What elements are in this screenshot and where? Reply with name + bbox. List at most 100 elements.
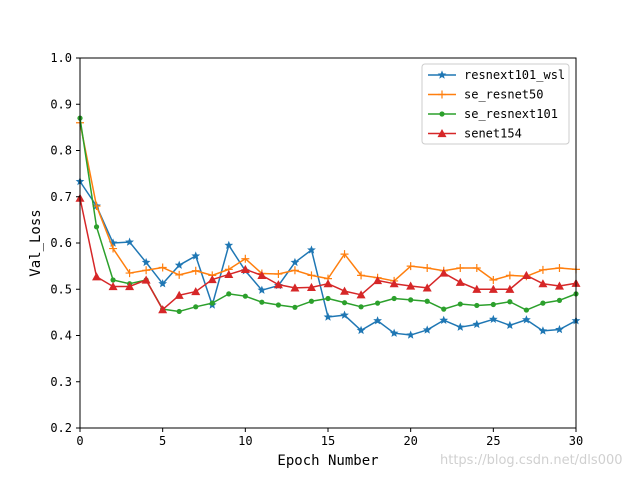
data-point-resnext101_wsl bbox=[488, 314, 498, 324]
legend-box bbox=[421, 63, 570, 145]
x-tick-label: 25 bbox=[486, 434, 500, 448]
data-point-resnext101_wsl bbox=[455, 322, 465, 331]
data-point-senet154 bbox=[191, 287, 201, 296]
data-point-senet154 bbox=[224, 269, 234, 279]
data-point-se_resnet50 bbox=[505, 271, 514, 280]
data-point-senet154 bbox=[257, 270, 267, 279]
data-point-se_resnext101 bbox=[325, 295, 331, 302]
data-point-resnext101_wsl bbox=[323, 312, 333, 321]
data-point-senet154 bbox=[422, 283, 432, 292]
data-point-resnext101_wsl bbox=[538, 326, 548, 335]
data-point-se_resnext101 bbox=[391, 295, 397, 302]
y-tick-label: 0.9 bbox=[50, 97, 72, 111]
data-point-resnext101_wsl bbox=[472, 319, 482, 329]
data-point-resnext101_wsl bbox=[340, 310, 349, 319]
data-point-senet154 bbox=[389, 279, 399, 288]
data-point-senet154 bbox=[340, 286, 350, 295]
x-tick-label: 5 bbox=[159, 434, 166, 448]
data-point-resnext101_wsl bbox=[505, 320, 515, 330]
data-point-se_resnet50 bbox=[538, 265, 547, 274]
data-point-se_resnext101 bbox=[193, 304, 199, 310]
y-axis: 0.2 0.3 0.4 0.5 0.6 0.7 0.8 0.9 1.0 bbox=[50, 51, 80, 435]
data-point-se_resnet50 bbox=[555, 263, 564, 272]
y-tick-label: 0.3 bbox=[50, 375, 72, 389]
data-point-se_resnext101 bbox=[292, 304, 298, 310]
data-point-resnext101_wsl bbox=[522, 315, 531, 324]
y-tick-label: 0.2 bbox=[50, 421, 72, 435]
data-point-senet154 bbox=[439, 268, 449, 277]
legend: resnext101_wsl se_resnet50 se_resnext101se… bbox=[421, 63, 570, 145]
legend-marker-resnext101_wsl bbox=[437, 70, 447, 79]
data-point-senet154 bbox=[108, 281, 118, 291]
data-point-se_resnext101 bbox=[226, 291, 232, 297]
data-point-resnext101_wsl bbox=[125, 237, 134, 246]
x-tick-label: 30 bbox=[569, 434, 583, 448]
data-point-se_resnet50 bbox=[142, 266, 151, 275]
data-point-se_resnext101 bbox=[408, 297, 414, 303]
legend-label-senet154: senet154 bbox=[464, 127, 522, 141]
series-senet154 bbox=[75, 193, 581, 314]
legend-label-se_resnext101: se_resnext101 bbox=[464, 107, 558, 121]
data-point-senet154 bbox=[240, 264, 250, 273]
data-point-senet154 bbox=[125, 281, 135, 291]
data-point-senet154 bbox=[356, 290, 366, 299]
x-tick-label: 15 bbox=[321, 434, 335, 448]
series-line-senet154 bbox=[79, 197, 577, 311]
data-point-senet154 bbox=[406, 281, 416, 290]
data-point-resnext101_wsl bbox=[439, 315, 449, 324]
legend-label-resnext101_wsl: resnext101_wsl bbox=[464, 68, 565, 82]
data-point-senet154 bbox=[472, 284, 482, 293]
data-point-senet154 bbox=[488, 284, 498, 293]
data-point-se_resnext101 bbox=[259, 299, 265, 305]
data-point-se_resnext101 bbox=[474, 302, 480, 309]
data-point-se_resnext101 bbox=[209, 300, 215, 306]
data-point-se_resnext101 bbox=[341, 300, 348, 306]
data-point-se_resnext101 bbox=[523, 307, 530, 313]
data-point-se_resnext101 bbox=[540, 300, 546, 306]
data-point-se_resnet50 bbox=[290, 266, 299, 275]
data-point-se_resnet50 bbox=[307, 271, 316, 280]
data-point-senet154 bbox=[455, 277, 465, 286]
data-point-resnext101_wsl bbox=[224, 240, 234, 250]
data-point-senet154 bbox=[174, 290, 184, 299]
data-point-resnext101_wsl bbox=[307, 245, 316, 254]
series-resnext101_wsl bbox=[75, 176, 581, 339]
data-point-se_resnext101 bbox=[110, 277, 116, 283]
x-tick-label: 10 bbox=[238, 434, 252, 448]
data-point-se_resnext101 bbox=[441, 306, 447, 312]
data-point-senet154 bbox=[538, 279, 548, 288]
data-point-senet154 bbox=[323, 279, 333, 288]
y-tick-label: 0.6 bbox=[50, 236, 72, 250]
data-point-se_resnext101 bbox=[490, 301, 496, 308]
data-point-se_resnet50 bbox=[423, 263, 432, 272]
data-point-senet154 bbox=[273, 280, 283, 289]
data-point-resnext101_wsl bbox=[158, 279, 168, 288]
series-line-resnext101_wsl bbox=[79, 181, 577, 336]
data-point-se_resnet50 bbox=[489, 276, 498, 284]
y-tick-label: 0.4 bbox=[50, 329, 72, 343]
legend-marker-se_resnet50 bbox=[438, 90, 446, 99]
data-point-resnext101_wsl bbox=[373, 316, 382, 325]
data-point-se_resnext101 bbox=[93, 224, 100, 230]
legend-marker-senet154 bbox=[437, 129, 447, 138]
data-point-senet154 bbox=[554, 281, 564, 290]
y-tick-label: 1.0 bbox=[50, 51, 72, 65]
y-tick-label: 0.8 bbox=[50, 144, 72, 158]
x-tick-label: 20 bbox=[403, 434, 417, 448]
data-point-se_resnext101 bbox=[556, 297, 563, 303]
data-point-senet154 bbox=[92, 272, 102, 281]
data-point-se_resnext101 bbox=[176, 308, 182, 315]
data-point-resnext101_wsl bbox=[108, 238, 118, 247]
data-point-senet154 bbox=[521, 270, 531, 279]
data-point-se_resnext101 bbox=[507, 299, 513, 305]
data-point-resnext101_wsl bbox=[389, 328, 399, 337]
data-point-se_resnet50 bbox=[357, 271, 366, 280]
data-point-senet154 bbox=[505, 284, 515, 293]
data-point-se_resnext101 bbox=[375, 300, 381, 306]
y-axis-label: Val_Loss bbox=[28, 209, 44, 276]
data-point-se_resnet50 bbox=[125, 269, 134, 278]
data-point-se_resnet50 bbox=[175, 270, 184, 279]
data-point-se_resnext101 bbox=[424, 298, 430, 304]
data-point-senet154 bbox=[306, 282, 316, 291]
